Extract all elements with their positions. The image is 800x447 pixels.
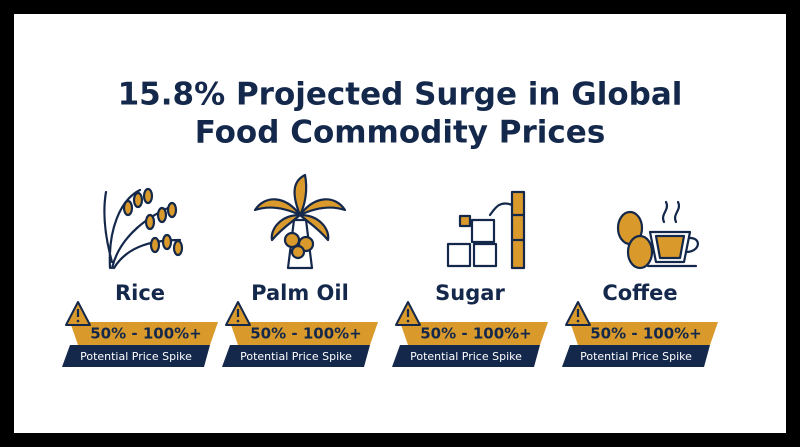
warning-dot (236, 319, 240, 323)
palm-icon (253, 173, 347, 270)
price-range: 50% - 100%+ (250, 325, 361, 343)
warning-dot (576, 319, 580, 323)
price-note: Potential Price Spike (580, 350, 692, 363)
title-line: Food Commodity Prices (195, 115, 606, 151)
item-name: Sugar (435, 281, 505, 305)
coffee-icon (616, 200, 699, 270)
range-banner (70, 322, 218, 345)
note-banner (562, 345, 710, 367)
price-range: 50% - 100%+ (90, 325, 201, 343)
title-line: 15.8% Projected Surge in Global (118, 77, 683, 113)
item-name: Rice (115, 281, 165, 305)
price-range: 50% - 100%+ (420, 325, 531, 343)
note-banner (392, 345, 540, 367)
price-note: Potential Price Spike (240, 350, 352, 363)
price-range: 50% - 100%+ (590, 325, 701, 343)
price-note: Potential Price Spike (410, 350, 522, 363)
note-banner (62, 345, 210, 367)
range-banner (570, 322, 718, 345)
range-banner (400, 322, 548, 345)
range-banner (230, 322, 378, 345)
warning-dot (76, 319, 80, 323)
item-name: Palm Oil (251, 281, 349, 305)
item-name: Coffee (602, 281, 677, 305)
warning-dot (406, 319, 410, 323)
rice-icon (103, 187, 184, 270)
note-banner (222, 345, 370, 367)
price-note: Potential Price Spike (80, 350, 192, 363)
sugar-icon (446, 190, 526, 270)
